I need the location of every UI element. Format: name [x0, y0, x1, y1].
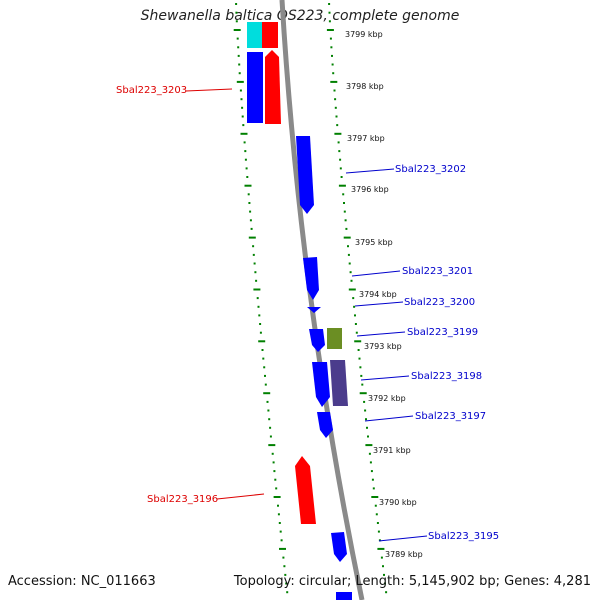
leader-line	[216, 493, 265, 500]
gene-feature	[265, 50, 281, 124]
genome-title: Shewanella baltica OS223, complete genom…	[140, 8, 460, 24]
gene-label-sbal223-3195: Sbal223_3195	[428, 531, 499, 542]
feature-track	[247, 22, 352, 600]
leader-line	[360, 375, 410, 381]
gene-feature	[331, 532, 347, 562]
gene-label-sbal223-3197: Sbal223_3197	[415, 411, 486, 422]
kbp-label: 3789 kbp	[385, 550, 423, 559]
gene-feature	[262, 22, 278, 48]
leader-line	[354, 301, 404, 307]
accession-label: Accession: NC_011663	[8, 574, 156, 589]
kbp-label: 3794 kbp	[359, 290, 397, 299]
kbp-label: 3792 kbp	[368, 394, 406, 403]
genome-backbone	[279, 0, 365, 600]
gene-leader-lines	[185, 88, 428, 542]
gene-feature	[307, 307, 321, 313]
genome-summary: Topology: circular; Length: 5,145,902 bp…	[233, 574, 591, 589]
gene-label-sbal223-3199: Sbal223_3199	[407, 327, 478, 338]
kbp-label: 3795 kbp	[355, 238, 393, 247]
gene-feature	[247, 22, 263, 48]
leader-line	[345, 168, 395, 174]
gene-feature	[295, 456, 316, 524]
leader-line	[364, 415, 414, 422]
leader-line	[378, 535, 428, 542]
tick-ring-right	[326, 3, 388, 594]
kbp-label: 3798 kbp	[346, 82, 384, 91]
tick-ring-left	[233, 3, 289, 594]
gene-label-sbal223-3201: Sbal223_3201	[402, 266, 473, 277]
gene-feature	[312, 362, 330, 407]
kbp-label: 3796 kbp	[351, 185, 389, 194]
gene-feature	[317, 412, 333, 438]
kbp-label: 3791 kbp	[373, 446, 411, 455]
leader-line	[351, 270, 401, 277]
kbp-label: 3793 kbp	[364, 342, 402, 351]
gene-feature	[336, 592, 352, 600]
kbp-label: 3799 kbp	[345, 30, 383, 39]
gene-feature	[330, 360, 348, 406]
gene-feature	[296, 136, 314, 214]
gene-feature	[303, 257, 319, 300]
leader-line	[356, 331, 406, 337]
gene-label-sbal223-3196: Sbal223_3196	[147, 494, 218, 505]
gene-feature	[309, 329, 325, 352]
kbp-label: 3790 kbp	[379, 498, 417, 507]
gene-label-sbal223-3200: Sbal223_3200	[404, 297, 475, 308]
leader-line	[185, 88, 233, 92]
gene-label-sbal223-3202: Sbal223_3202	[395, 164, 466, 175]
gene-label-sbal223-3198: Sbal223_3198	[411, 371, 482, 382]
kbp-label: 3797 kbp	[347, 134, 385, 143]
gene-feature	[247, 52, 263, 123]
gene-feature	[327, 328, 342, 349]
gene-label-sbal223-3203: Sbal223_3203	[116, 85, 187, 96]
